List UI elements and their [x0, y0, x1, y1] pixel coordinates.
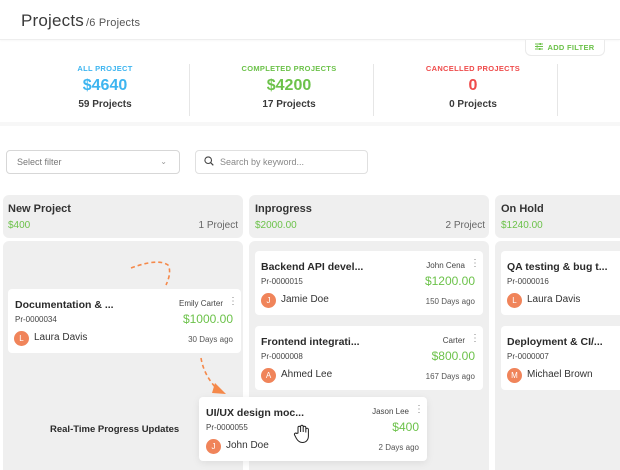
card-age: 167 Days ago [425, 372, 475, 381]
avatar: L [507, 293, 522, 308]
divider [189, 64, 190, 116]
column-count: 2 Project [445, 220, 485, 231]
column-header-new-project: New Project $400 1 Project [3, 195, 243, 238]
chevron-down-icon: ⌄ [160, 157, 167, 166]
stat-value: $4200 [266, 77, 312, 94]
assignee-name: John Doe [226, 440, 269, 451]
avatar: L [14, 331, 29, 346]
project-card[interactable]: Backend API devel... Pr-0000015 John Cen… [255, 251, 483, 315]
card-age: 30 Days ago [188, 335, 233, 344]
column-header-inprogress: Inprogress $2000.00 2 Project [249, 195, 489, 238]
stat-count: 0 Projects [449, 99, 497, 110]
card-amount: $800.00 [431, 349, 475, 363]
card-age: 150 Days ago [425, 297, 475, 306]
card-id: Pr-0000016 [507, 277, 549, 286]
more-options-icon[interactable]: ⋮ [414, 404, 424, 415]
assignee-name: Laura Davis [34, 332, 88, 343]
card-title: Deployment & CI/... [507, 336, 603, 348]
project-card[interactable]: Deployment & CI/... Pr-0000007 M Michael… [501, 326, 620, 390]
stat-value: 0 [468, 77, 478, 94]
card-owner: Emily Carter [178, 299, 223, 308]
grab-hand-cursor-icon [293, 424, 311, 449]
avatar: M [507, 368, 522, 383]
column-title: Inprogress [255, 203, 312, 215]
assignee-name: Jamie Doe [281, 294, 329, 305]
card-amount: $1200.00 [424, 274, 475, 288]
search-icon [204, 156, 214, 168]
card-age: 2 Days ago [378, 443, 419, 452]
card-title: UI/UX design moc... [206, 407, 305, 419]
stat-value: $4640 [82, 77, 128, 94]
card-id: Pr-0000007 [507, 352, 549, 361]
filter-select[interactable]: Select filter ⌄ [6, 150, 180, 174]
stat-all-projects: ALL PROJECT $4640 59 Projects [10, 64, 200, 110]
card-amount: $1000.00 [182, 312, 233, 326]
stat-count: 17 Projects [262, 99, 316, 110]
avatar: J [261, 293, 276, 308]
assignee-name: Michael Brown [527, 369, 593, 380]
page-title: Projects/6 Projects [21, 11, 140, 31]
stat-cancelled-projects: CANCELLED PROJECTS 0 0 Projects [378, 64, 568, 110]
annotation-label: Real-Time Progress Updates [50, 424, 180, 435]
card-id: Pr-0000015 [261, 277, 303, 286]
sliders-icon [535, 43, 544, 52]
column-header-on-hold: On Hold $1240.00 [495, 195, 620, 238]
card-owner: Carter [442, 336, 465, 345]
search-placeholder: Search by keyword... [220, 157, 305, 167]
card-title: QA testing & bug t... [507, 261, 608, 273]
stat-label: COMPLETED PROJECTS [241, 64, 337, 73]
stat-completed-projects: COMPLETED PROJECTS $4200 17 Projects [194, 64, 384, 110]
column-count: 1 Project [198, 220, 238, 231]
card-id: Pr-0000055 [206, 423, 248, 432]
column-amount: $400 [8, 220, 31, 231]
stat-label: CANCELLED PROJECTS [425, 64, 521, 73]
column-title: New Project [8, 203, 71, 215]
card-title: Documentation & ... [15, 299, 114, 311]
stat-label: ALL PROJECT [77, 64, 133, 73]
add-filter-button[interactable]: ADD FILTER [525, 40, 605, 56]
divider [557, 64, 558, 116]
dragging-project-card[interactable]: UI/UX design moc... Pr-0000055 Jason Lee… [199, 397, 427, 461]
column-amount: $2000.00 [255, 220, 297, 231]
select-placeholder: Select filter [17, 157, 62, 167]
divider [373, 64, 374, 116]
stat-count: 59 Projects [78, 99, 132, 110]
card-id: Pr-0000008 [261, 352, 303, 361]
card-amount: $400 [392, 420, 419, 434]
assignee-name: Ahmed Lee [281, 369, 333, 380]
page-header: Projects/6 Projects [0, 0, 620, 40]
column-amount: $1240.00 [501, 220, 543, 231]
add-filter-label: ADD FILTER [547, 43, 595, 52]
project-count-subtitle: /6 Projects [86, 17, 141, 29]
project-card[interactable]: Documentation & ... Pr-0000034 Emily Car… [8, 289, 241, 353]
avatar: J [206, 439, 221, 454]
avatar: A [261, 368, 276, 383]
card-title: Frontend integrati... [261, 336, 360, 348]
card-id: Pr-0000034 [15, 315, 57, 324]
project-card[interactable]: QA testing & bug t... Pr-0000016 L Laura… [501, 251, 620, 315]
card-owner: John Cena [426, 261, 465, 270]
card-title: Backend API devel... [261, 261, 364, 273]
card-owner: Jason Lee [372, 407, 409, 416]
column-title: On Hold [501, 203, 544, 215]
project-card[interactable]: Frontend integrati... Pr-0000008 Carter … [255, 326, 483, 390]
page-title-text: Projects [21, 11, 85, 30]
search-input[interactable]: Search by keyword... [195, 150, 368, 174]
stats-summary: ALL PROJECT $4640 59 Projects COMPLETED … [0, 40, 620, 126]
assignee-name: Laura Davis [527, 294, 581, 305]
